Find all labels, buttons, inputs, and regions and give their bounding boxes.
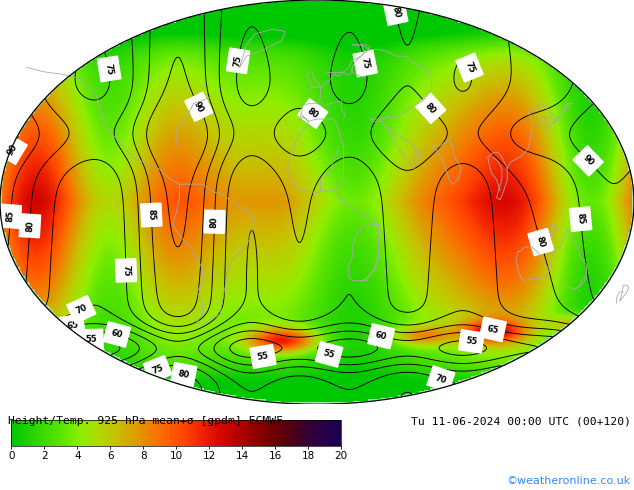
Text: 75: 75 [359,57,371,70]
Text: 65: 65 [486,324,500,335]
Text: 80: 80 [306,106,320,121]
Text: 75: 75 [121,265,131,276]
Text: 55: 55 [322,348,336,360]
Text: 85: 85 [146,209,156,221]
Text: 55: 55 [465,336,478,347]
Text: Tu 11-06-2024 00:00 UTC (00+120): Tu 11-06-2024 00:00 UTC (00+120) [411,416,631,426]
Text: 85: 85 [576,213,586,225]
Text: 70: 70 [434,373,448,385]
Text: 80: 80 [25,220,35,232]
Text: 70: 70 [74,303,88,316]
Text: Height/Temp. 925 hPa mean+σ [gpdm] ECMWF: Height/Temp. 925 hPa mean+σ [gpdm] ECMWF [8,416,283,426]
Text: 90: 90 [6,142,20,157]
Text: 80: 80 [178,369,190,380]
Text: 75: 75 [104,63,115,75]
Text: 75: 75 [463,61,476,74]
Text: 90: 90 [581,154,595,168]
Text: 80: 80 [210,216,219,228]
Text: 75: 75 [150,363,165,375]
Text: 60: 60 [375,330,388,342]
Text: 65: 65 [66,320,79,331]
Text: 85: 85 [6,210,15,222]
Text: 60: 60 [110,329,124,341]
Text: 80: 80 [535,235,547,249]
Text: 55: 55 [256,351,269,362]
Text: 75: 75 [233,54,243,67]
Text: 55: 55 [86,335,98,344]
Text: 80: 80 [390,5,401,19]
Text: 80: 80 [424,101,438,116]
Ellipse shape [0,0,634,404]
Text: 90: 90 [192,99,205,114]
Text: ©weatheronline.co.uk: ©weatheronline.co.uk [507,476,631,487]
